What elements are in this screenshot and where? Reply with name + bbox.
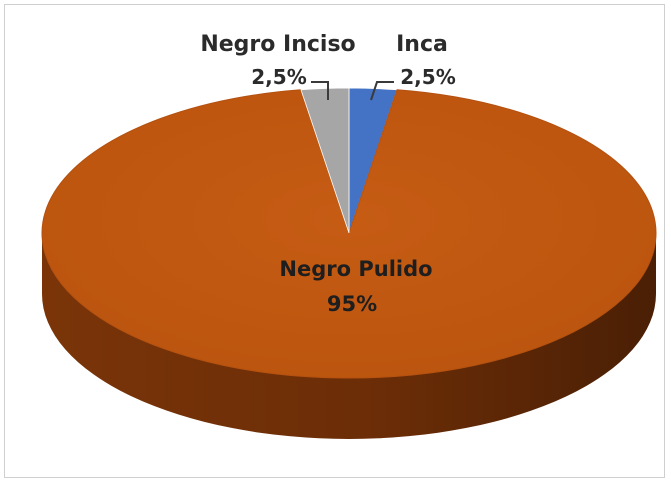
label-negro-pulido-name: Negro Pulido — [279, 257, 432, 281]
label-inca-name: Inca — [396, 32, 448, 57]
pie-side — [42, 233, 656, 439]
slice-negro-pulido — [41, 89, 657, 379]
label-inca-value: 2,5% — [400, 65, 455, 89]
label-negro-pulido-value: 95% — [327, 292, 377, 316]
leader-line-inca — [370, 81, 394, 101]
label-negro-inciso-value: 2,5% — [251, 65, 306, 89]
slice-negro-inciso — [300, 87, 350, 234]
leader-line-negro-inciso — [311, 81, 329, 100]
label-negro-inciso-name: Negro Inciso — [200, 32, 355, 57]
